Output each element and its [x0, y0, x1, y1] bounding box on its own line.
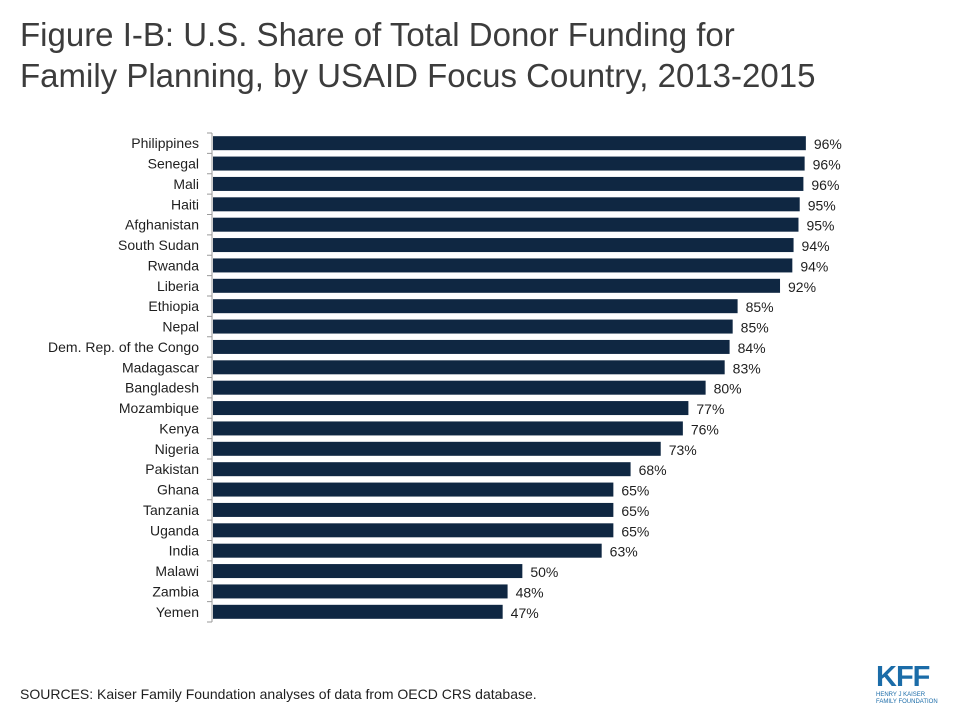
- value-label: 50%: [530, 564, 558, 580]
- bar-20: [213, 543, 602, 558]
- category-label: Ethiopia: [148, 298, 199, 314]
- category-label: India: [169, 543, 200, 559]
- category-label: Philippines: [131, 135, 199, 151]
- bar-11: [213, 360, 725, 375]
- value-label: 96%: [814, 136, 842, 152]
- category-label: Pakistan: [145, 461, 199, 477]
- category-label: Zambia: [152, 583, 199, 599]
- value-label: 94%: [800, 258, 828, 274]
- category-label: Tanzania: [143, 502, 199, 518]
- value-label: 68%: [639, 462, 667, 478]
- category-label: Ghana: [157, 482, 199, 498]
- kff-logo-mark: KFF: [876, 661, 930, 693]
- kff-logo: KFF HENRY J KAISER FAMILY FOUNDATION: [876, 662, 946, 708]
- value-label: 65%: [621, 503, 649, 519]
- bar-12: [213, 380, 706, 395]
- value-label: 76%: [691, 421, 719, 437]
- bar-5: [213, 238, 794, 253]
- bar-16: [213, 462, 631, 477]
- value-label: 63%: [610, 544, 638, 560]
- category-label: Dem. Rep. of the Congo: [48, 339, 199, 355]
- value-label: 92%: [788, 279, 816, 295]
- value-label: 95%: [806, 218, 834, 234]
- chart-title: Figure I-B: U.S. Share of Total Donor Fu…: [20, 14, 940, 96]
- category-label: Liberia: [157, 278, 199, 294]
- category-label: Nigeria: [155, 441, 200, 457]
- value-label: 47%: [511, 605, 539, 621]
- bar-17: [213, 482, 614, 497]
- bar-21: [213, 564, 523, 579]
- bar-23: [213, 604, 503, 619]
- bar-7: [213, 278, 781, 293]
- chart-title-line-2: Family Planning, by USAID Focus Country,…: [20, 57, 816, 94]
- category-label: Madagascar: [122, 359, 199, 375]
- category-label: Malawi: [155, 563, 199, 579]
- source-note: SOURCES: Kaiser Family Foundation analys…: [20, 686, 537, 702]
- value-labels: 96% 96% 96% 95% 95% 94% 94% 92% 85% 85% 84% 83% 80% 7…: [511, 136, 842, 621]
- category-label: Uganda: [150, 522, 199, 538]
- chart-bars: [213, 136, 806, 619]
- value-label: 96%: [811, 177, 839, 193]
- bar-15: [213, 441, 661, 456]
- category-labels: Philippines Senegal Mali Haiti Afghanistan So…: [48, 135, 199, 620]
- category-label: Afghanistan: [125, 217, 199, 233]
- value-label: 77%: [696, 401, 724, 417]
- value-label: 65%: [621, 483, 649, 499]
- bar-14: [213, 421, 683, 436]
- kff-logo-line-2: FAMILY FOUNDATION: [876, 699, 938, 705]
- category-label: Kenya: [159, 420, 199, 436]
- bar-6: [213, 258, 793, 273]
- bar-0: [213, 136, 806, 151]
- category-label: Nepal: [162, 319, 199, 335]
- category-label: Rwanda: [148, 257, 200, 273]
- bar-22: [213, 584, 508, 599]
- bar-1: [213, 156, 805, 171]
- category-label: Haiti: [171, 196, 199, 212]
- value-label: 85%: [741, 320, 769, 336]
- category-label: Mali: [173, 176, 199, 192]
- bar-19: [213, 523, 614, 538]
- category-label: Mozambique: [119, 400, 199, 416]
- bar-8: [213, 299, 738, 314]
- bar-13: [213, 401, 689, 416]
- value-label: 83%: [733, 360, 761, 376]
- kff-logo-line-1: HENRY J KAISER: [876, 692, 926, 698]
- value-label: 94%: [802, 238, 830, 254]
- chart-axis: [207, 132, 213, 623]
- value-label: 80%: [714, 381, 742, 397]
- category-label: Bangladesh: [125, 380, 199, 396]
- value-label: 84%: [738, 340, 766, 356]
- value-label: 85%: [746, 299, 774, 315]
- bar-10: [213, 339, 730, 354]
- value-label: 65%: [621, 523, 649, 539]
- value-label: 48%: [516, 584, 544, 600]
- bar-9: [213, 319, 733, 334]
- chart-title-line-1: Figure I-B: U.S. Share of Total Donor Fu…: [20, 16, 735, 53]
- bar-4: [213, 217, 799, 232]
- value-label: 95%: [808, 197, 836, 213]
- category-label: South Sudan: [118, 237, 199, 253]
- bar-3: [213, 197, 800, 212]
- bar-2: [213, 176, 804, 191]
- value-label: 73%: [669, 442, 697, 458]
- bar-18: [213, 502, 614, 517]
- category-label: Yemen: [156, 604, 199, 620]
- category-label: Senegal: [148, 156, 199, 172]
- value-label: 96%: [813, 157, 841, 173]
